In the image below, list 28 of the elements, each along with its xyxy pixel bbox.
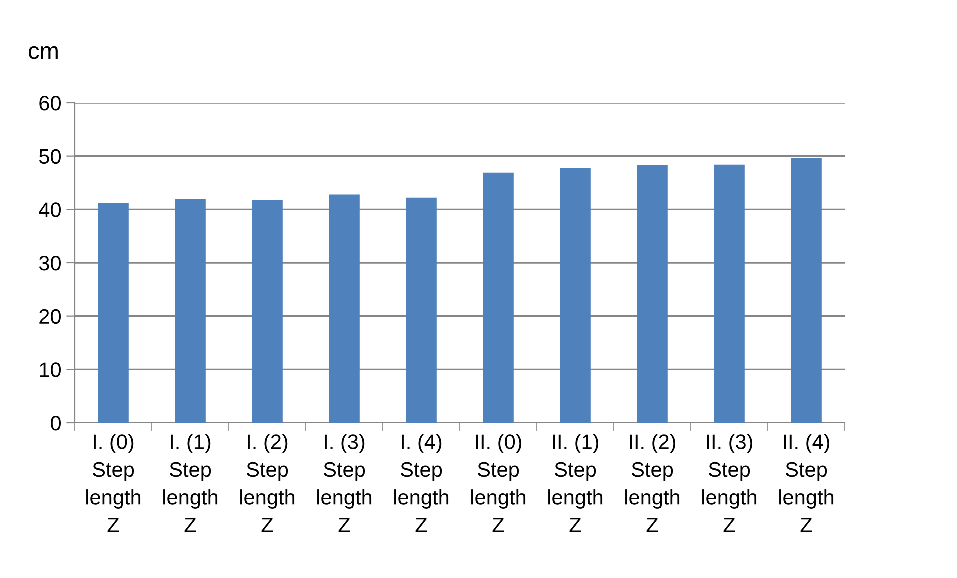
y-tick-label: 20 [40, 309, 61, 324]
x-tick-label: I. (3) Step length Z [318, 434, 372, 532]
bar [329, 194, 360, 423]
bar [252, 200, 283, 423]
y-tick-label: 0 [51, 416, 61, 431]
x-tick-label: I. (4) Step length Z [394, 434, 449, 532]
x-tick-label: II. (3) Step length Z [702, 434, 757, 532]
x-tick-label: I. (0) Step length Z [86, 434, 141, 532]
bar [714, 164, 745, 423]
y-tick-label: 30 [39, 256, 61, 271]
bar [406, 198, 437, 423]
y-tick-label: 60 [40, 96, 61, 111]
x-tick-label: II. (0) Step length Z [472, 434, 526, 532]
bar [175, 200, 206, 423]
y-tick-label: 10 [40, 362, 61, 378]
x-tick-label: I. (1) Step length Z [164, 434, 218, 532]
bar [483, 172, 514, 423]
bar [98, 203, 129, 423]
x-tick-label: II. (4) Step length Z [780, 434, 834, 532]
y-tick-label: 50 [39, 149, 61, 164]
bar [791, 158, 822, 423]
y-axis-title: cm [29, 46, 58, 60]
x-tick-label: II. (2) Step length Z [626, 434, 680, 532]
x-tick-label: I. (2) Step length Z [240, 434, 295, 532]
bar [560, 168, 591, 423]
bar [637, 165, 668, 423]
x-tick-label: II. (1) Step length Z [548, 434, 603, 532]
y-tick-label: 40 [39, 202, 61, 218]
